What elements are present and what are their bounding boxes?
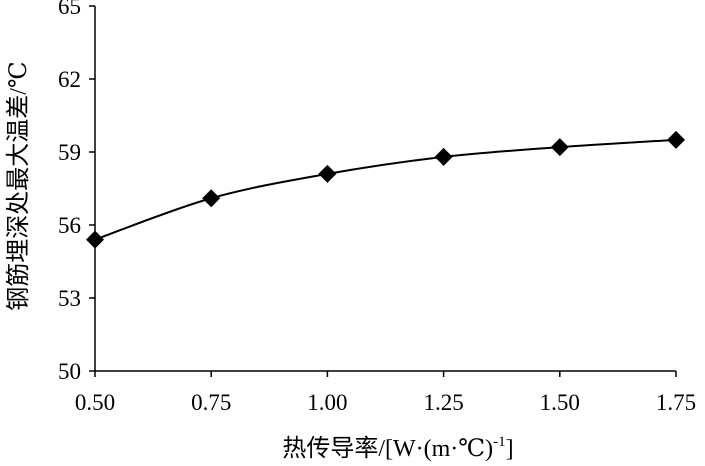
x-tick-label: 1.00 xyxy=(307,390,347,415)
y-tick-label: 50 xyxy=(58,359,81,384)
y-tick-label: 62 xyxy=(58,67,81,92)
data-series xyxy=(86,130,685,249)
data-point-marker xyxy=(318,164,337,183)
y-axis: 50 53 56 59 62 65 xyxy=(58,0,96,384)
data-point-marker xyxy=(667,130,685,149)
data-point-marker xyxy=(434,147,453,166)
y-tick-label: 53 xyxy=(58,286,81,311)
x-tick-label: 0.75 xyxy=(191,390,231,415)
data-point-marker xyxy=(86,230,104,249)
x-tick-label: 0.50 xyxy=(75,390,115,415)
x-tick-label: 1.50 xyxy=(540,390,580,415)
series-line xyxy=(94,138,677,241)
data-point-marker xyxy=(550,138,569,157)
x-axis: 0.50 0.75 1.00 1.25 1.50 1.75 xyxy=(75,370,696,415)
data-point-marker xyxy=(202,189,221,208)
x-tick-label: 1.25 xyxy=(423,390,463,415)
y-tick-label: 56 xyxy=(58,213,81,238)
y-tick-label: 65 xyxy=(58,0,81,19)
x-tick-label: 1.75 xyxy=(656,390,696,415)
x-axis-title: 热传导率/[W·(m·℃)-1] xyxy=(282,434,513,462)
y-tick-label: 59 xyxy=(58,140,81,165)
y-axis-title: 钢筋埋深处最大温差/℃ xyxy=(5,61,32,311)
